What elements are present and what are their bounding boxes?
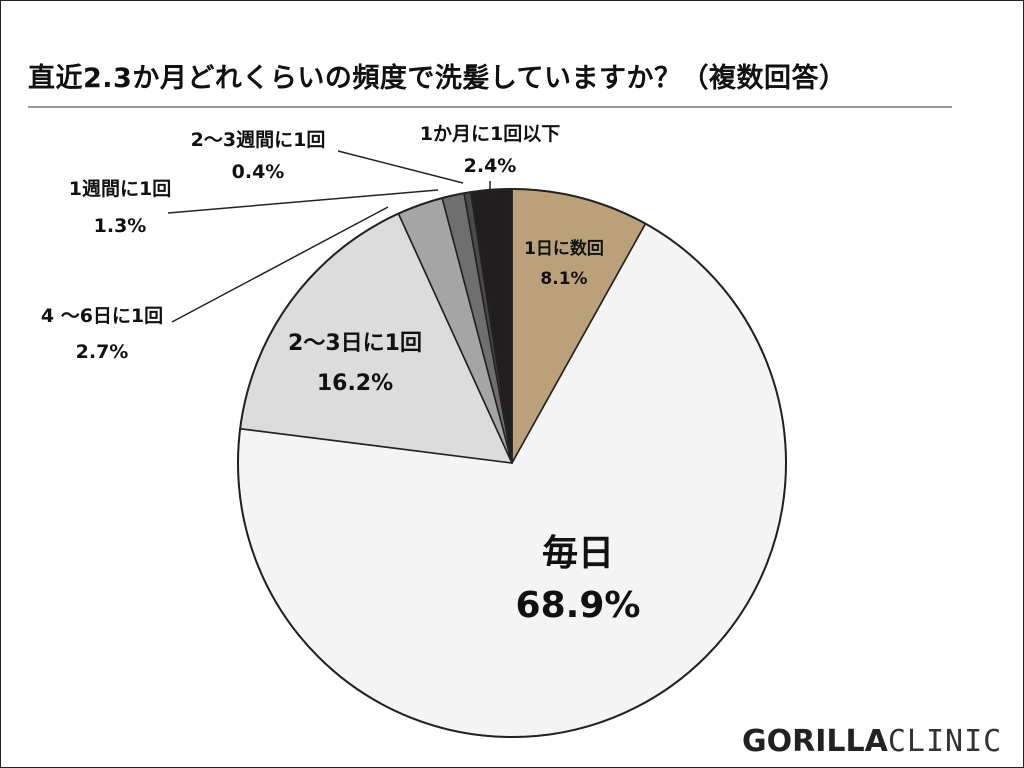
logo-text-bold: GORILLA xyxy=(742,724,888,759)
title-divider xyxy=(28,106,952,108)
slice-value-slice-6: 0.4% xyxy=(232,161,285,183)
slice-label-slice-7: 1か月に1回以下 xyxy=(420,123,560,145)
leader-line-slice-6 xyxy=(337,150,464,184)
slice-label-slice-3: 2〜3日に1回 xyxy=(288,331,422,356)
brand-logo: GORILLACLINIC xyxy=(742,724,1002,759)
slice-value-slice-5: 1.3% xyxy=(94,215,147,237)
chart-title: 直近2.3か月どれくらいの頻度で洗髪していますか？（複数回答） xyxy=(28,63,847,94)
slice-label-slice-1: 1日に数回 xyxy=(524,238,604,259)
slice-label-slice-4: 4 〜6日に1回 xyxy=(41,305,163,327)
leader-line-slice-5 xyxy=(167,189,439,214)
slice-value-slice-7: 2.4% xyxy=(464,155,517,177)
pie-outline xyxy=(237,188,787,738)
logo-text-light: CLINIC xyxy=(887,724,1003,759)
slice-value-slice-4: 2.7% xyxy=(76,341,129,363)
slice-label-slice-2: 毎日 xyxy=(542,533,614,574)
slice-label-slice-5: 1週間に1回 xyxy=(69,178,171,200)
slice-value-slice-2: 68.9% xyxy=(516,585,641,626)
slice-label-slice-6: 2〜3週間に1回 xyxy=(191,129,326,151)
slice-value-slice-3: 16.2% xyxy=(317,371,393,396)
leader-line-slice-4 xyxy=(171,206,389,323)
slice-value-slice-1: 8.1% xyxy=(540,269,587,289)
